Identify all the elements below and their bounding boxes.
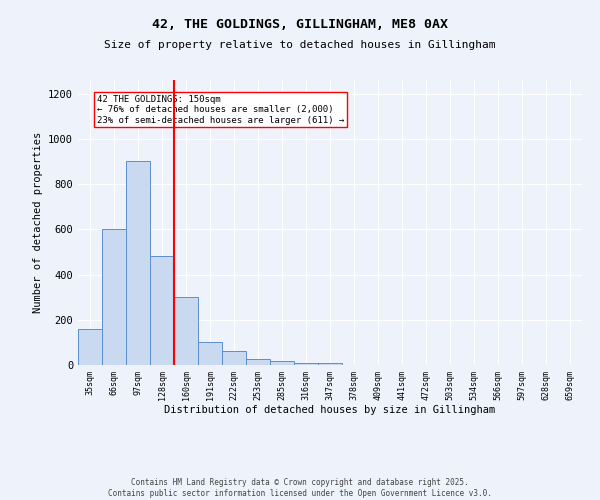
Bar — [318, 363, 342, 365]
Bar — [270, 361, 294, 365]
Bar — [126, 162, 150, 365]
Text: 42 THE GOLDINGS: 150sqm
← 76% of detached houses are smaller (2,000)
23% of semi: 42 THE GOLDINGS: 150sqm ← 76% of detache… — [97, 94, 344, 124]
Text: Contains HM Land Registry data © Crown copyright and database right 2025.
Contai: Contains HM Land Registry data © Crown c… — [108, 478, 492, 498]
Text: Size of property relative to detached houses in Gillingham: Size of property relative to detached ho… — [104, 40, 496, 50]
Text: 42, THE GOLDINGS, GILLINGHAM, ME8 0AX: 42, THE GOLDINGS, GILLINGHAM, ME8 0AX — [152, 18, 448, 30]
Bar — [222, 352, 246, 365]
Bar — [102, 230, 126, 365]
Bar — [246, 360, 270, 365]
Bar — [294, 362, 318, 365]
X-axis label: Distribution of detached houses by size in Gillingham: Distribution of detached houses by size … — [164, 406, 496, 415]
Bar — [150, 256, 174, 365]
Bar — [174, 297, 198, 365]
Bar — [78, 329, 102, 365]
Bar — [198, 342, 222, 365]
Y-axis label: Number of detached properties: Number of detached properties — [32, 132, 43, 313]
